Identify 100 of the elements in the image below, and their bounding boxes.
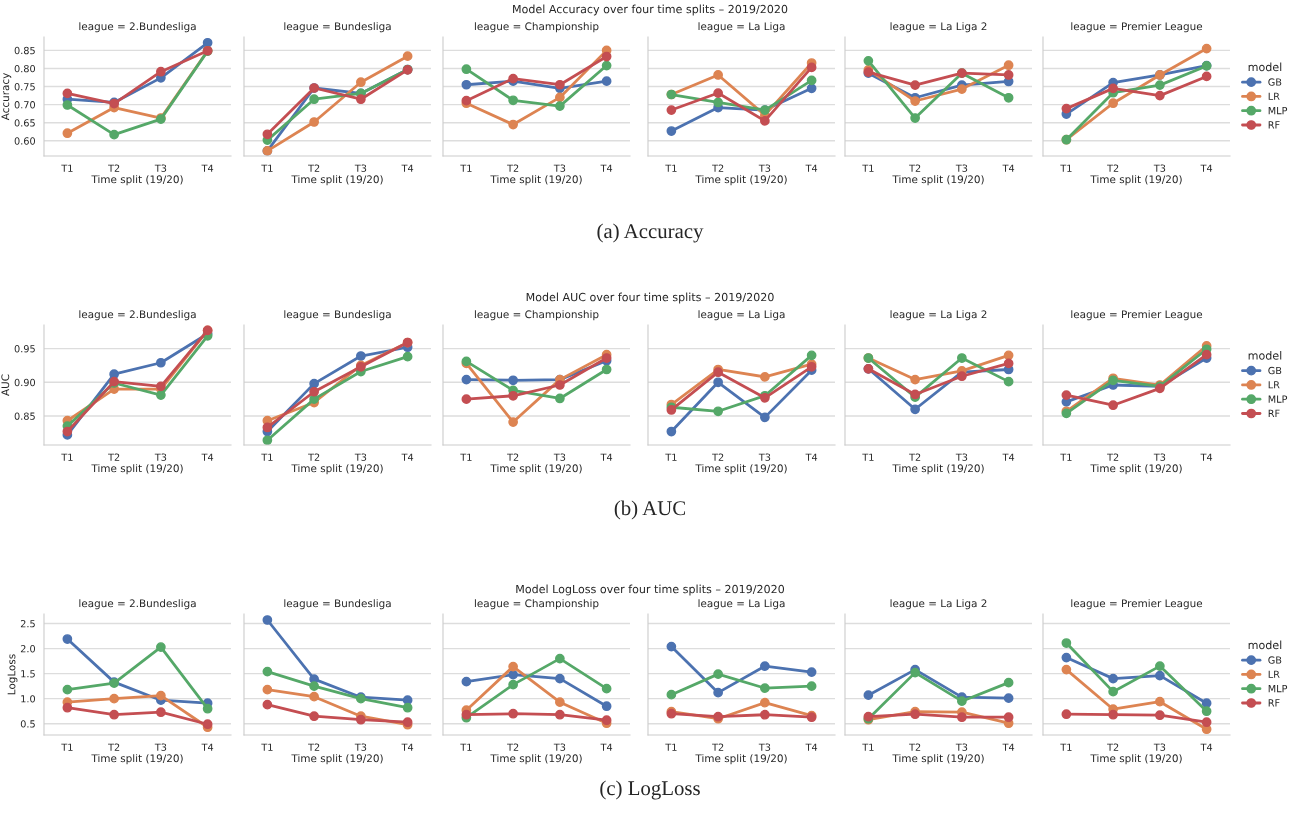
x-tick-label: T1 (61, 164, 73, 172)
x-axis-title: Time split (19/20) (291, 464, 383, 475)
legend-label: GB (1268, 78, 1282, 86)
x-axis-title: Time split (19/20) (490, 754, 582, 765)
x-tick-label: T1 (1060, 743, 1072, 751)
x-tick-label: T1 (460, 164, 472, 172)
x-tick-label: T4 (1200, 164, 1213, 172)
x-tick-label: T2 (909, 743, 921, 751)
chart-title: league = 2.Bundesliga (79, 22, 196, 33)
x-tick-label: T2 (1107, 164, 1119, 172)
x-tick-label: T4 (401, 453, 414, 461)
chart-title: league = Premier League (1071, 310, 1203, 321)
y-tick-label: 0.80 (14, 64, 36, 73)
x-axis-title: Time split (19/20) (91, 175, 183, 186)
x-tick-label: T1 (665, 164, 677, 172)
x-tick-label: T2 (507, 743, 519, 751)
x-tick-label: T1 (261, 743, 273, 751)
y-tick-label: 0.65 (14, 119, 35, 127)
x-axis-title: Time split (19/20) (892, 754, 984, 765)
text: Model Accuracy over four time splits – 2019/2020 (513, 4, 788, 16)
chart-title: league = La Liga 2 (890, 599, 987, 610)
x-tick-label: T1 (61, 453, 73, 461)
x-tick-label: T2 (308, 453, 320, 461)
x-tick-label: T1 (460, 453, 472, 461)
x-tick-label: T2 (909, 164, 921, 172)
x-tick-label: T3 (354, 743, 367, 751)
y-axis-title: AUC (1, 374, 10, 396)
x-tick-label: T3 (1153, 164, 1166, 172)
x-tick-label: T1 (1060, 164, 1072, 172)
y-tick-label: 0.75 (14, 83, 35, 91)
x-tick-label: T1 (261, 164, 273, 172)
x-tick-label: T1 (61, 743, 73, 751)
x-tick-label: T2 (308, 743, 320, 751)
y-tick-label: 1.5 (21, 670, 35, 678)
x-axis-title: Time split (19/20) (695, 175, 787, 186)
legend-title: model (1248, 640, 1282, 650)
x-axis-title: Time split (19/20) (695, 464, 787, 475)
x-tick-label: T4 (805, 453, 818, 461)
x-tick-label: T4 (401, 743, 414, 751)
legend-label: GB (1268, 366, 1282, 375)
x-tick-label: T1 (862, 453, 874, 461)
text: Model AUC over four time splits – 2019/2020 (526, 292, 774, 304)
x-axis-title: Time split (19/20) (490, 175, 582, 186)
chart-title: league = La Liga (698, 599, 785, 610)
chart-title: league = Bundesliga (284, 599, 391, 610)
chart-title: league = 2.Bundesliga (79, 310, 196, 321)
legend-label: LR (1268, 92, 1280, 100)
y-axis-title: LogLoss (7, 654, 18, 695)
legend-label: RF (1268, 121, 1280, 129)
legend-label: MLP (1268, 685, 1288, 693)
y-tick-label: 1.0 (21, 695, 36, 703)
x-tick-label: T4 (1200, 453, 1213, 461)
x-tick-label: T4 (600, 164, 613, 172)
x-tick-label: T4 (201, 453, 214, 461)
x-tick-label: T2 (712, 453, 724, 461)
x-tick-label: T3 (354, 164, 367, 172)
legend-label: RF (1268, 699, 1280, 707)
x-tick-label: T2 (1107, 453, 1119, 461)
x-axis-title: Time split (19/20) (892, 464, 984, 475)
x-tick-label: T4 (201, 743, 214, 751)
y-tick-label: 0.85 (14, 412, 35, 420)
chart-title: league = Bundesliga (284, 310, 391, 321)
x-tick-label: T4 (201, 164, 214, 172)
x-tick-label: T2 (712, 164, 724, 172)
x-tick-label: T4 (805, 743, 818, 751)
y-tick-label: 0.85 (14, 46, 35, 55)
legend-title: model (1248, 351, 1282, 360)
y-tick-label: 0.95 (14, 345, 35, 353)
legend-label: RF (1268, 409, 1280, 417)
legend-label: MLP (1268, 395, 1288, 403)
x-tick-label: T3 (955, 164, 968, 172)
y-axis-title: Accuracy (1, 73, 12, 121)
x-tick-label: T3 (154, 743, 167, 751)
x-tick-label: T1 (1060, 453, 1072, 461)
chart-title: league = Championship (474, 22, 599, 33)
x-tick-label: T3 (1153, 743, 1166, 751)
x-tick-label: T4 (1002, 164, 1015, 172)
x-tick-label: T2 (507, 164, 519, 172)
chart-title: league = Premier League (1071, 599, 1203, 610)
x-axis-title: Time split (19/20) (291, 754, 383, 765)
x-tick-label: T4 (1002, 453, 1015, 461)
x-tick-label: T1 (862, 743, 874, 751)
x-axis-title: Time split (19/20) (1090, 175, 1182, 186)
x-tick-label: T2 (108, 164, 120, 172)
x-axis-title: Time split (19/20) (490, 464, 582, 475)
y-tick-label: 0.5 (20, 720, 35, 728)
legend-label: MLP (1268, 107, 1288, 115)
x-tick-label: T3 (955, 453, 968, 461)
chart-title: league = Championship (474, 310, 599, 321)
x-tick-label: T4 (401, 164, 414, 172)
x-tick-label: T3 (758, 743, 771, 751)
chart-title: league = La Liga 2 (890, 310, 987, 321)
x-tick-label: T1 (665, 743, 677, 751)
x-axis-title: Time split (19/20) (892, 175, 984, 186)
x-tick-label: T4 (600, 743, 613, 751)
x-tick-label: T4 (1200, 743, 1213, 751)
y-tick-label: 2.0 (20, 645, 36, 653)
x-tick-label: T3 (758, 164, 771, 172)
y-tick-label: 0.70 (14, 101, 36, 109)
y-tick-label: 0.60 (14, 137, 36, 145)
